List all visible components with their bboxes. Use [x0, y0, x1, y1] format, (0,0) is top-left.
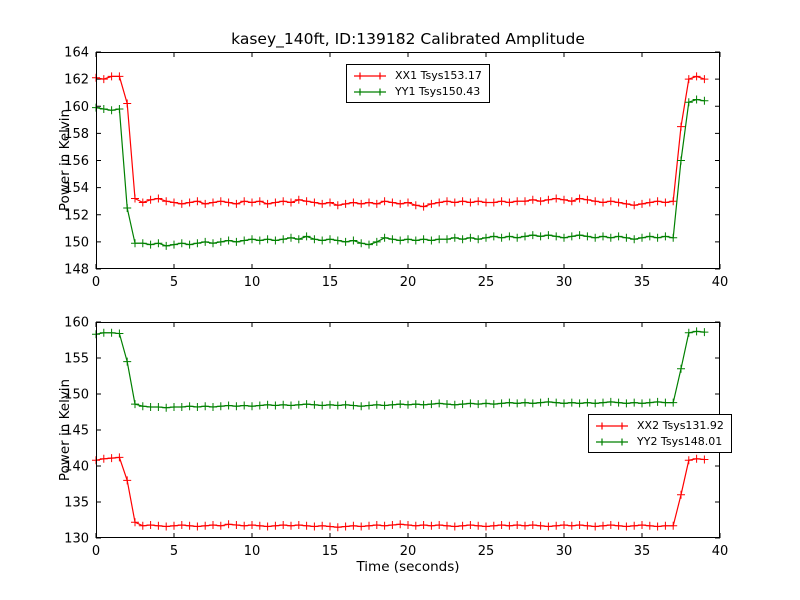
legend-label-xx2: XX2 Tsys131.92 — [637, 419, 724, 432]
y-tick-label: 160 — [64, 316, 89, 331]
y-tick-label: 150 — [64, 235, 89, 250]
y-axis-label-bottom: Power in Kelvin — [57, 378, 73, 482]
x-tick-label: 0 — [92, 275, 100, 290]
x-tick-label: 0 — [92, 544, 100, 559]
legend-label-yy2: YY2 Tsys148.01 — [637, 435, 723, 448]
legend-top: XX1 Tsys153.17 YY1 Tsys150.43 — [346, 64, 490, 103]
y-tick-label: 148 — [64, 263, 89, 278]
legend-bottom: XX2 Tsys131.92 YY2 Tsys148.01 — [588, 414, 732, 453]
legend-entry-xx2: XX2 Tsys131.92 — [594, 418, 724, 433]
x-tick-label: 20 — [400, 275, 417, 290]
x-tick-label: 20 — [400, 544, 417, 559]
y-tick-label: 140 — [64, 460, 89, 475]
y-tick-label: 150 — [64, 388, 89, 403]
legend-label-xx1: XX1 Tsys153.17 — [395, 69, 482, 82]
x-tick-label: 35 — [634, 275, 651, 290]
y-tick-label: 135 — [64, 496, 89, 511]
x-tick-label: 30 — [556, 544, 573, 559]
chart-title: kasey_140ft, ID:139182 Calibrated Amplit… — [231, 30, 585, 48]
y-tick-label: 162 — [64, 73, 89, 88]
axes-frame-plot1 — [96, 52, 720, 269]
series-markers-xx2 — [92, 453, 709, 532]
y-tick-label: 152 — [64, 208, 89, 223]
x-tick-label: 5 — [170, 275, 178, 290]
y-tick-label: 145 — [64, 424, 89, 439]
x-tick-label: 25 — [478, 275, 495, 290]
series-line-xx2 — [95, 456, 705, 528]
series-markers-yy2 — [92, 327, 709, 412]
x-tick-label: 35 — [634, 544, 651, 559]
x-tick-label: 40 — [712, 544, 729, 559]
legend-line-sample-yy1 — [354, 88, 386, 95]
x-tick-label: 15 — [322, 275, 339, 290]
legend-entry-xx1: XX1 Tsys153.17 — [352, 68, 482, 83]
legend-entry-yy2: YY2 Tsys148.01 — [594, 434, 724, 449]
y-tick-label: 155 — [64, 352, 89, 367]
series-markers-yy1 — [92, 95, 709, 250]
x-tick-label: 5 — [170, 544, 178, 559]
x-tick-label: 15 — [322, 544, 339, 559]
y-tick-label: 130 — [64, 532, 89, 547]
y-tick-label: 160 — [64, 100, 89, 115]
y-tick-label: 158 — [64, 127, 89, 142]
y-tick-label: 154 — [64, 181, 89, 196]
y-tick-label: 164 — [64, 46, 89, 61]
legend-entry-yy1: YY1 Tsys150.43 — [352, 84, 482, 99]
series-line-yy1 — [95, 98, 705, 247]
legend-line-sample-yy2 — [596, 438, 628, 445]
x-tick-label: 25 — [478, 544, 495, 559]
x-tick-label: 10 — [244, 544, 261, 559]
x-tick-label: 40 — [712, 275, 729, 290]
x-tick-label: 30 — [556, 275, 573, 290]
y-tick-label: 156 — [64, 154, 89, 169]
y-axis-label-top: Power in Kelvin — [57, 108, 73, 212]
legend-line-sample-xx1 — [354, 72, 386, 79]
x-axis-label: Time (seconds) — [356, 559, 460, 575]
series-line-yy2 — [95, 330, 705, 409]
legend-label-yy1: YY1 Tsys150.43 — [395, 85, 481, 98]
legend-line-sample-xx2 — [596, 422, 628, 429]
x-tick-label: 10 — [244, 275, 261, 290]
